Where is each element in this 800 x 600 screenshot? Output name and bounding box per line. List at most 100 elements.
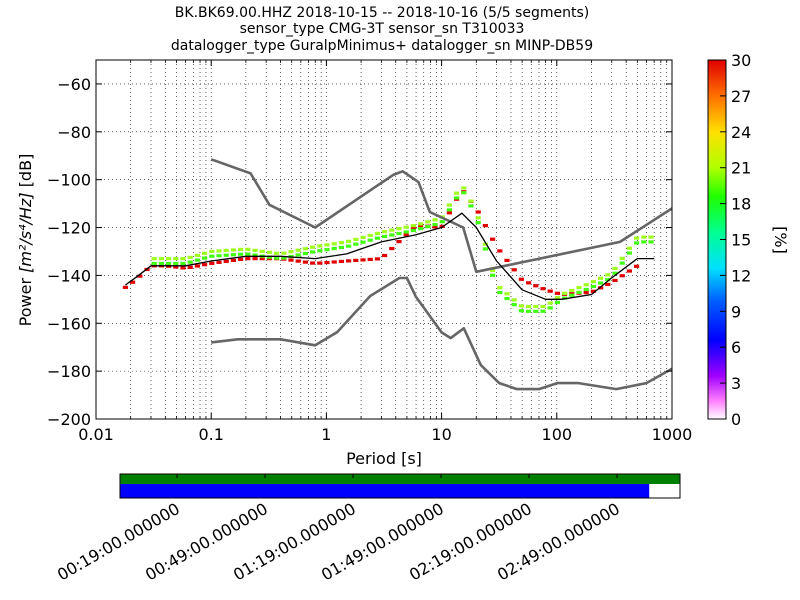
colorbar-tick-label: 21: [731, 159, 751, 178]
heatmap-cell: [151, 257, 157, 261]
heatmap-cell: [518, 309, 525, 313]
heatmap-cells: [122, 186, 654, 313]
heatmap-cell: [626, 269, 633, 273]
heatmap-cell: [202, 263, 208, 267]
colorbar-ticks: 0 3 6 9 12 15 18 21 24 27 30: [720, 51, 751, 429]
heatmap-cell: [245, 257, 251, 261]
heatmap-cell: [238, 257, 244, 261]
heatmap-cell: [526, 281, 532, 285]
heatmap-cell: [554, 291, 561, 295]
colorbar-tick-label: 12: [731, 266, 751, 285]
heatmap-cell: [216, 254, 222, 258]
heatmap-cell: [554, 296, 561, 300]
heatmap-cell: [490, 268, 496, 273]
heatmap-cell: [511, 268, 517, 272]
heatmap-cell: [130, 280, 136, 284]
heatmap-cell: [137, 274, 143, 278]
heatmap-cell: [187, 265, 193, 269]
heatmap-cell: [648, 240, 654, 244]
heatmap-cell: [223, 248, 229, 253]
heatmap-cell: [562, 296, 568, 300]
heatmap-cell: [317, 244, 323, 248]
heatmap-cell: [576, 290, 582, 294]
heatmap-cell: [454, 196, 460, 200]
heatmap-cell: [511, 303, 517, 307]
heatmap-cell: [295, 248, 301, 252]
heatmap-cell: [281, 256, 287, 260]
heatmap-cell: [338, 245, 345, 250]
heatmap-cell: [209, 254, 215, 258]
heatmap-cell: [202, 256, 208, 260]
heatmap-cell: [533, 309, 539, 313]
heatmap-cell: [360, 258, 366, 262]
y-axis-label-prefix: Power: [16, 273, 35, 326]
heatmap-cell: [317, 261, 323, 265]
heatmap-cell: [367, 238, 373, 242]
heatmap-cell: [281, 251, 287, 255]
heatmap-cell: [252, 253, 258, 257]
heatmap-cell: [245, 252, 251, 256]
heatmap-cell: [396, 231, 402, 236]
heatmap-cell: [151, 261, 157, 266]
heatmap-cell: [583, 290, 589, 295]
curves: [125, 158, 673, 391]
plot-background: [96, 60, 672, 419]
heatmap-cell: [605, 278, 611, 282]
heatmap-cell: [374, 231, 381, 236]
heatmap-cell: [310, 245, 316, 249]
heatmap-cell: [432, 222, 438, 227]
heatmap-cell: [504, 292, 510, 296]
heatmap-cell: [569, 288, 575, 293]
heatmap-cell: [619, 261, 625, 265]
heatmap-cell: [238, 247, 244, 252]
colorbar-tick-label: 15: [731, 231, 751, 250]
heatmap-cell: [346, 244, 352, 248]
heatmap-cell: [360, 235, 366, 239]
heatmap-cell: [504, 296, 510, 301]
heatmap-cell: [619, 274, 625, 278]
y-axis-ticks: −200 −180 −160 −140 −120 −100 −80 −60: [47, 75, 672, 429]
heatmap-cell: [382, 230, 388, 234]
heatmap-cell: [605, 273, 611, 277]
heatmap-cell: [346, 239, 352, 243]
heatmap-cell: [173, 265, 179, 269]
heatmap-cell: [259, 249, 265, 253]
heatmap-cell: [446, 211, 453, 215]
heatmap-cell: [302, 247, 309, 251]
heatmap-cell: [641, 240, 647, 244]
x-tick-label: 10: [431, 425, 451, 444]
title-line-1: BK.BK69.00.HHZ 2018-10-15 -- 2018-10-16 …: [175, 5, 589, 21]
mean-psd-line: [125, 212, 655, 300]
heatmap-cell: [266, 255, 273, 259]
plot-frame: [95, 59, 673, 420]
x-tick-label: 1: [321, 425, 331, 444]
y-tick-label: −80: [57, 123, 91, 142]
heatmap-cell: [331, 242, 337, 246]
heatmap-cell: [374, 257, 381, 261]
heatmap-cell: [252, 248, 258, 252]
heatmap-cell: [173, 257, 179, 261]
heatmap-cell: [230, 248, 237, 252]
heatmap-cell: [475, 216, 481, 220]
high-noise-model-line: [210, 158, 673, 274]
y-tick-label: −160: [47, 314, 91, 333]
colorbar-tick-label: 9: [731, 302, 741, 321]
heatmap-cell: [598, 281, 604, 285]
heatmap-cell: [360, 240, 366, 244]
heatmap-cell: [166, 257, 172, 261]
x-tick-label: 100: [542, 425, 573, 444]
heatmap-cell: [396, 227, 402, 231]
heatmap-cell: [410, 224, 417, 228]
colorbar-tick-label: 27: [731, 87, 751, 106]
heatmap-cell: [166, 261, 172, 266]
heatmap-cell: [302, 251, 309, 256]
heatmap-cell: [418, 223, 424, 228]
heatmap-cell: [468, 199, 474, 203]
heatmap-cell: [461, 186, 467, 190]
x-axis-label: Period [s]: [346, 449, 422, 468]
heatmap-cell: [648, 235, 654, 239]
heatmap-cell: [288, 258, 294, 262]
heatmap-cell: [353, 258, 359, 263]
heatmap-cell: [338, 241, 345, 245]
heatmap-cell: [158, 257, 165, 261]
